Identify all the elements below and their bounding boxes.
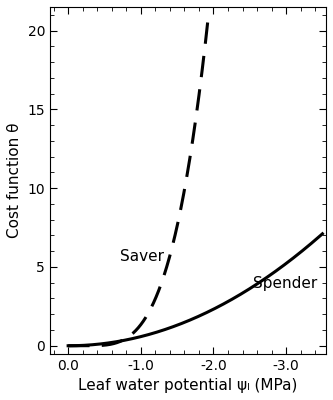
Text: Saver: Saver — [121, 249, 165, 264]
X-axis label: Leaf water potential ψₗ (MPa): Leaf water potential ψₗ (MPa) — [78, 378, 298, 393]
Y-axis label: Cost function θ: Cost function θ — [7, 122, 22, 238]
Text: Spender: Spender — [253, 276, 318, 291]
